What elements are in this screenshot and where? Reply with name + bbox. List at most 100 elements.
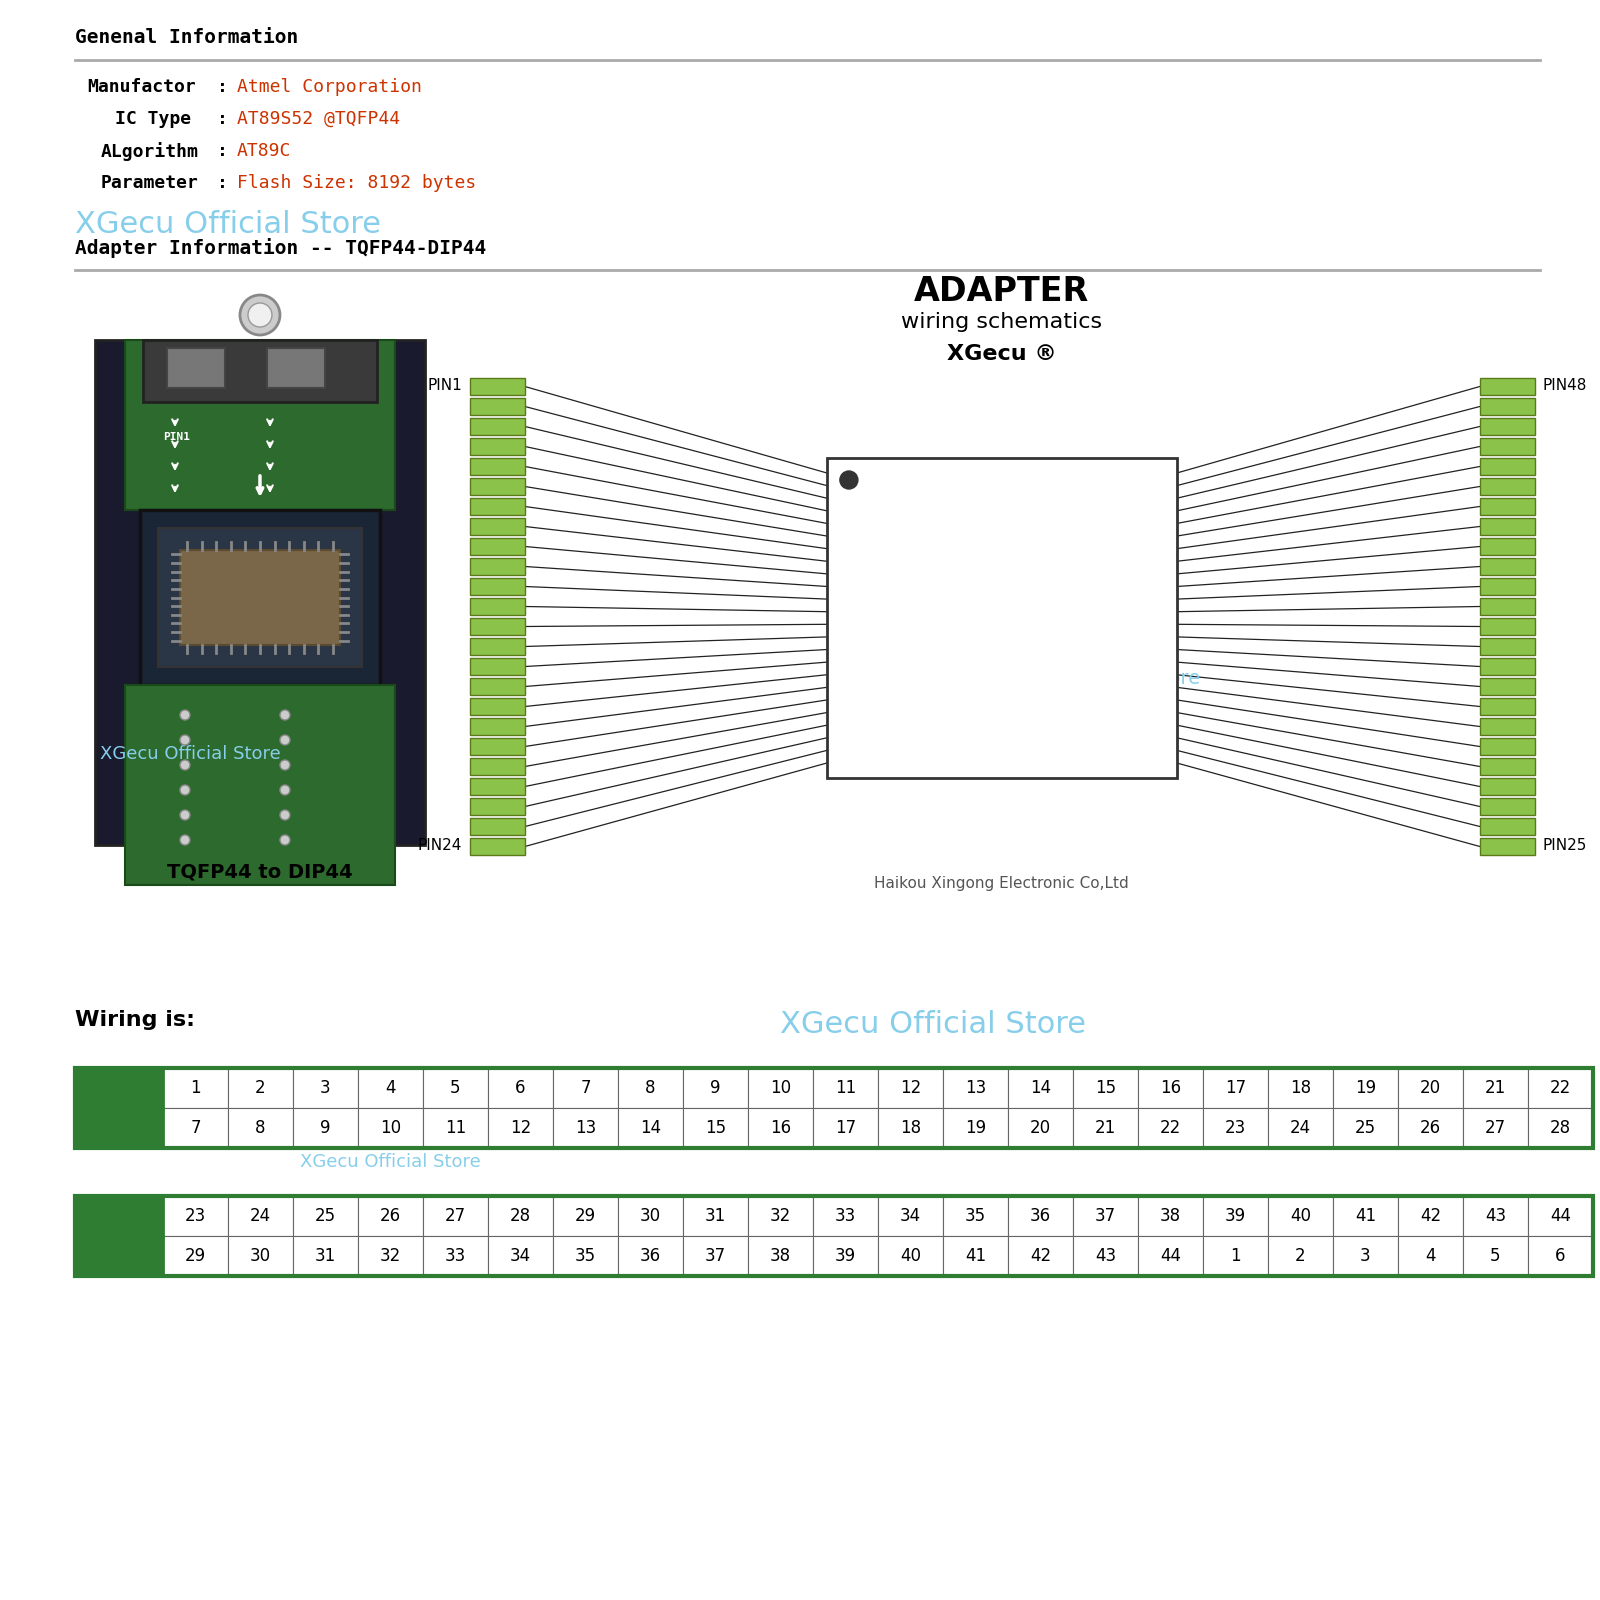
Text: 4: 4	[386, 1078, 395, 1098]
Bar	[1333, 1069, 1398, 1107]
Bar	[1008, 1107, 1074, 1149]
Text: 14: 14	[1030, 1078, 1051, 1098]
Bar	[75, 1235, 163, 1277]
Bar	[1333, 1235, 1398, 1277]
Bar	[1480, 658, 1534, 675]
Text: DIL: DIL	[102, 1246, 136, 1266]
Bar	[747, 1197, 813, 1235]
Text: 42: 42	[1419, 1206, 1442, 1226]
Bar	[878, 1107, 942, 1149]
Bar	[1074, 1197, 1138, 1235]
Bar	[683, 1107, 747, 1149]
Text: 9: 9	[710, 1078, 720, 1098]
Bar	[75, 1197, 1594, 1277]
Text: 31: 31	[704, 1206, 726, 1226]
Text: 35: 35	[965, 1206, 986, 1226]
Bar	[75, 1197, 163, 1235]
Text: 3: 3	[320, 1078, 331, 1098]
Text: 28: 28	[510, 1206, 531, 1226]
Bar	[358, 1197, 422, 1235]
Bar	[1267, 1107, 1333, 1149]
Bar	[293, 1235, 358, 1277]
Text: 29: 29	[186, 1246, 206, 1266]
Bar	[1398, 1069, 1462, 1107]
Text: 36: 36	[640, 1246, 661, 1266]
Text: 20: 20	[1030, 1118, 1051, 1138]
Bar	[1480, 518, 1534, 534]
Text: XGecu ®: XGecu ®	[947, 344, 1056, 365]
Bar	[179, 550, 339, 645]
Text: :: :	[218, 142, 227, 160]
Bar	[1462, 1197, 1528, 1235]
Bar	[813, 1069, 878, 1107]
Bar	[1203, 1235, 1267, 1277]
Bar	[470, 578, 525, 595]
Bar	[163, 1069, 227, 1107]
Text: 44: 44	[1160, 1246, 1181, 1266]
Text: 21: 21	[1094, 1118, 1115, 1138]
Bar	[470, 818, 525, 835]
Text: 12: 12	[899, 1078, 922, 1098]
Text: Wiring is:: Wiring is:	[75, 1010, 195, 1030]
Text: 22: 22	[1550, 1078, 1571, 1098]
Text: 21: 21	[1485, 1078, 1506, 1098]
Bar	[488, 1069, 554, 1107]
Text: 16: 16	[1160, 1078, 1181, 1098]
Bar	[227, 1197, 293, 1235]
Text: TQFP44 to DIP44: TQFP44 to DIP44	[166, 862, 352, 882]
Text: 32: 32	[379, 1246, 402, 1266]
Bar	[125, 341, 395, 510]
Bar	[158, 528, 362, 667]
Text: 34: 34	[510, 1246, 531, 1266]
Bar	[554, 1197, 618, 1235]
Circle shape	[280, 734, 290, 746]
Text: 15: 15	[706, 1118, 726, 1138]
Bar	[1480, 418, 1534, 435]
Text: 19: 19	[1355, 1078, 1376, 1098]
Bar	[422, 1235, 488, 1277]
Bar	[163, 1235, 227, 1277]
Bar	[470, 478, 525, 494]
Bar	[827, 458, 1178, 778]
Bar	[1074, 1107, 1138, 1149]
Bar	[1008, 1235, 1074, 1277]
Bar	[227, 1235, 293, 1277]
Text: IC Type: IC Type	[115, 110, 190, 128]
Bar	[1203, 1107, 1267, 1149]
Text: 8: 8	[645, 1078, 656, 1098]
Bar	[488, 1107, 554, 1149]
Text: Haikou Xingong Electronic Co,Ltd: Haikou Xingong Electronic Co,Ltd	[875, 877, 1130, 891]
Text: 13: 13	[574, 1118, 597, 1138]
Bar	[1480, 778, 1534, 795]
Text: PIN1: PIN1	[427, 379, 462, 394]
Bar	[1398, 1197, 1462, 1235]
Bar	[1074, 1235, 1138, 1277]
Text: 41: 41	[1355, 1206, 1376, 1226]
Text: XGecu Official Store: XGecu Official Store	[99, 746, 280, 763]
Bar	[1528, 1197, 1594, 1235]
Text: 29: 29	[574, 1206, 595, 1226]
Text: 5: 5	[1490, 1246, 1501, 1266]
Text: PIN25: PIN25	[1542, 838, 1587, 853]
Bar	[1528, 1069, 1594, 1107]
Text: 9: 9	[320, 1118, 331, 1138]
Bar	[618, 1235, 683, 1277]
Circle shape	[179, 810, 190, 819]
Bar	[942, 1107, 1008, 1149]
Text: XGecu Official Store: XGecu Official Store	[779, 1010, 1086, 1038]
Text: 30: 30	[640, 1206, 661, 1226]
Bar	[1480, 618, 1534, 635]
Bar	[470, 778, 525, 795]
Bar	[1138, 1069, 1203, 1107]
Bar	[75, 1069, 163, 1107]
Bar	[358, 1069, 422, 1107]
Bar	[470, 758, 525, 774]
Text: XGecu Official Store: XGecu Official Store	[1003, 669, 1200, 688]
Bar	[747, 1069, 813, 1107]
Circle shape	[179, 786, 190, 795]
Bar	[1480, 458, 1534, 475]
Bar	[1528, 1107, 1594, 1149]
Text: 13: 13	[965, 1078, 986, 1098]
Bar	[1462, 1235, 1528, 1277]
Circle shape	[248, 302, 272, 326]
